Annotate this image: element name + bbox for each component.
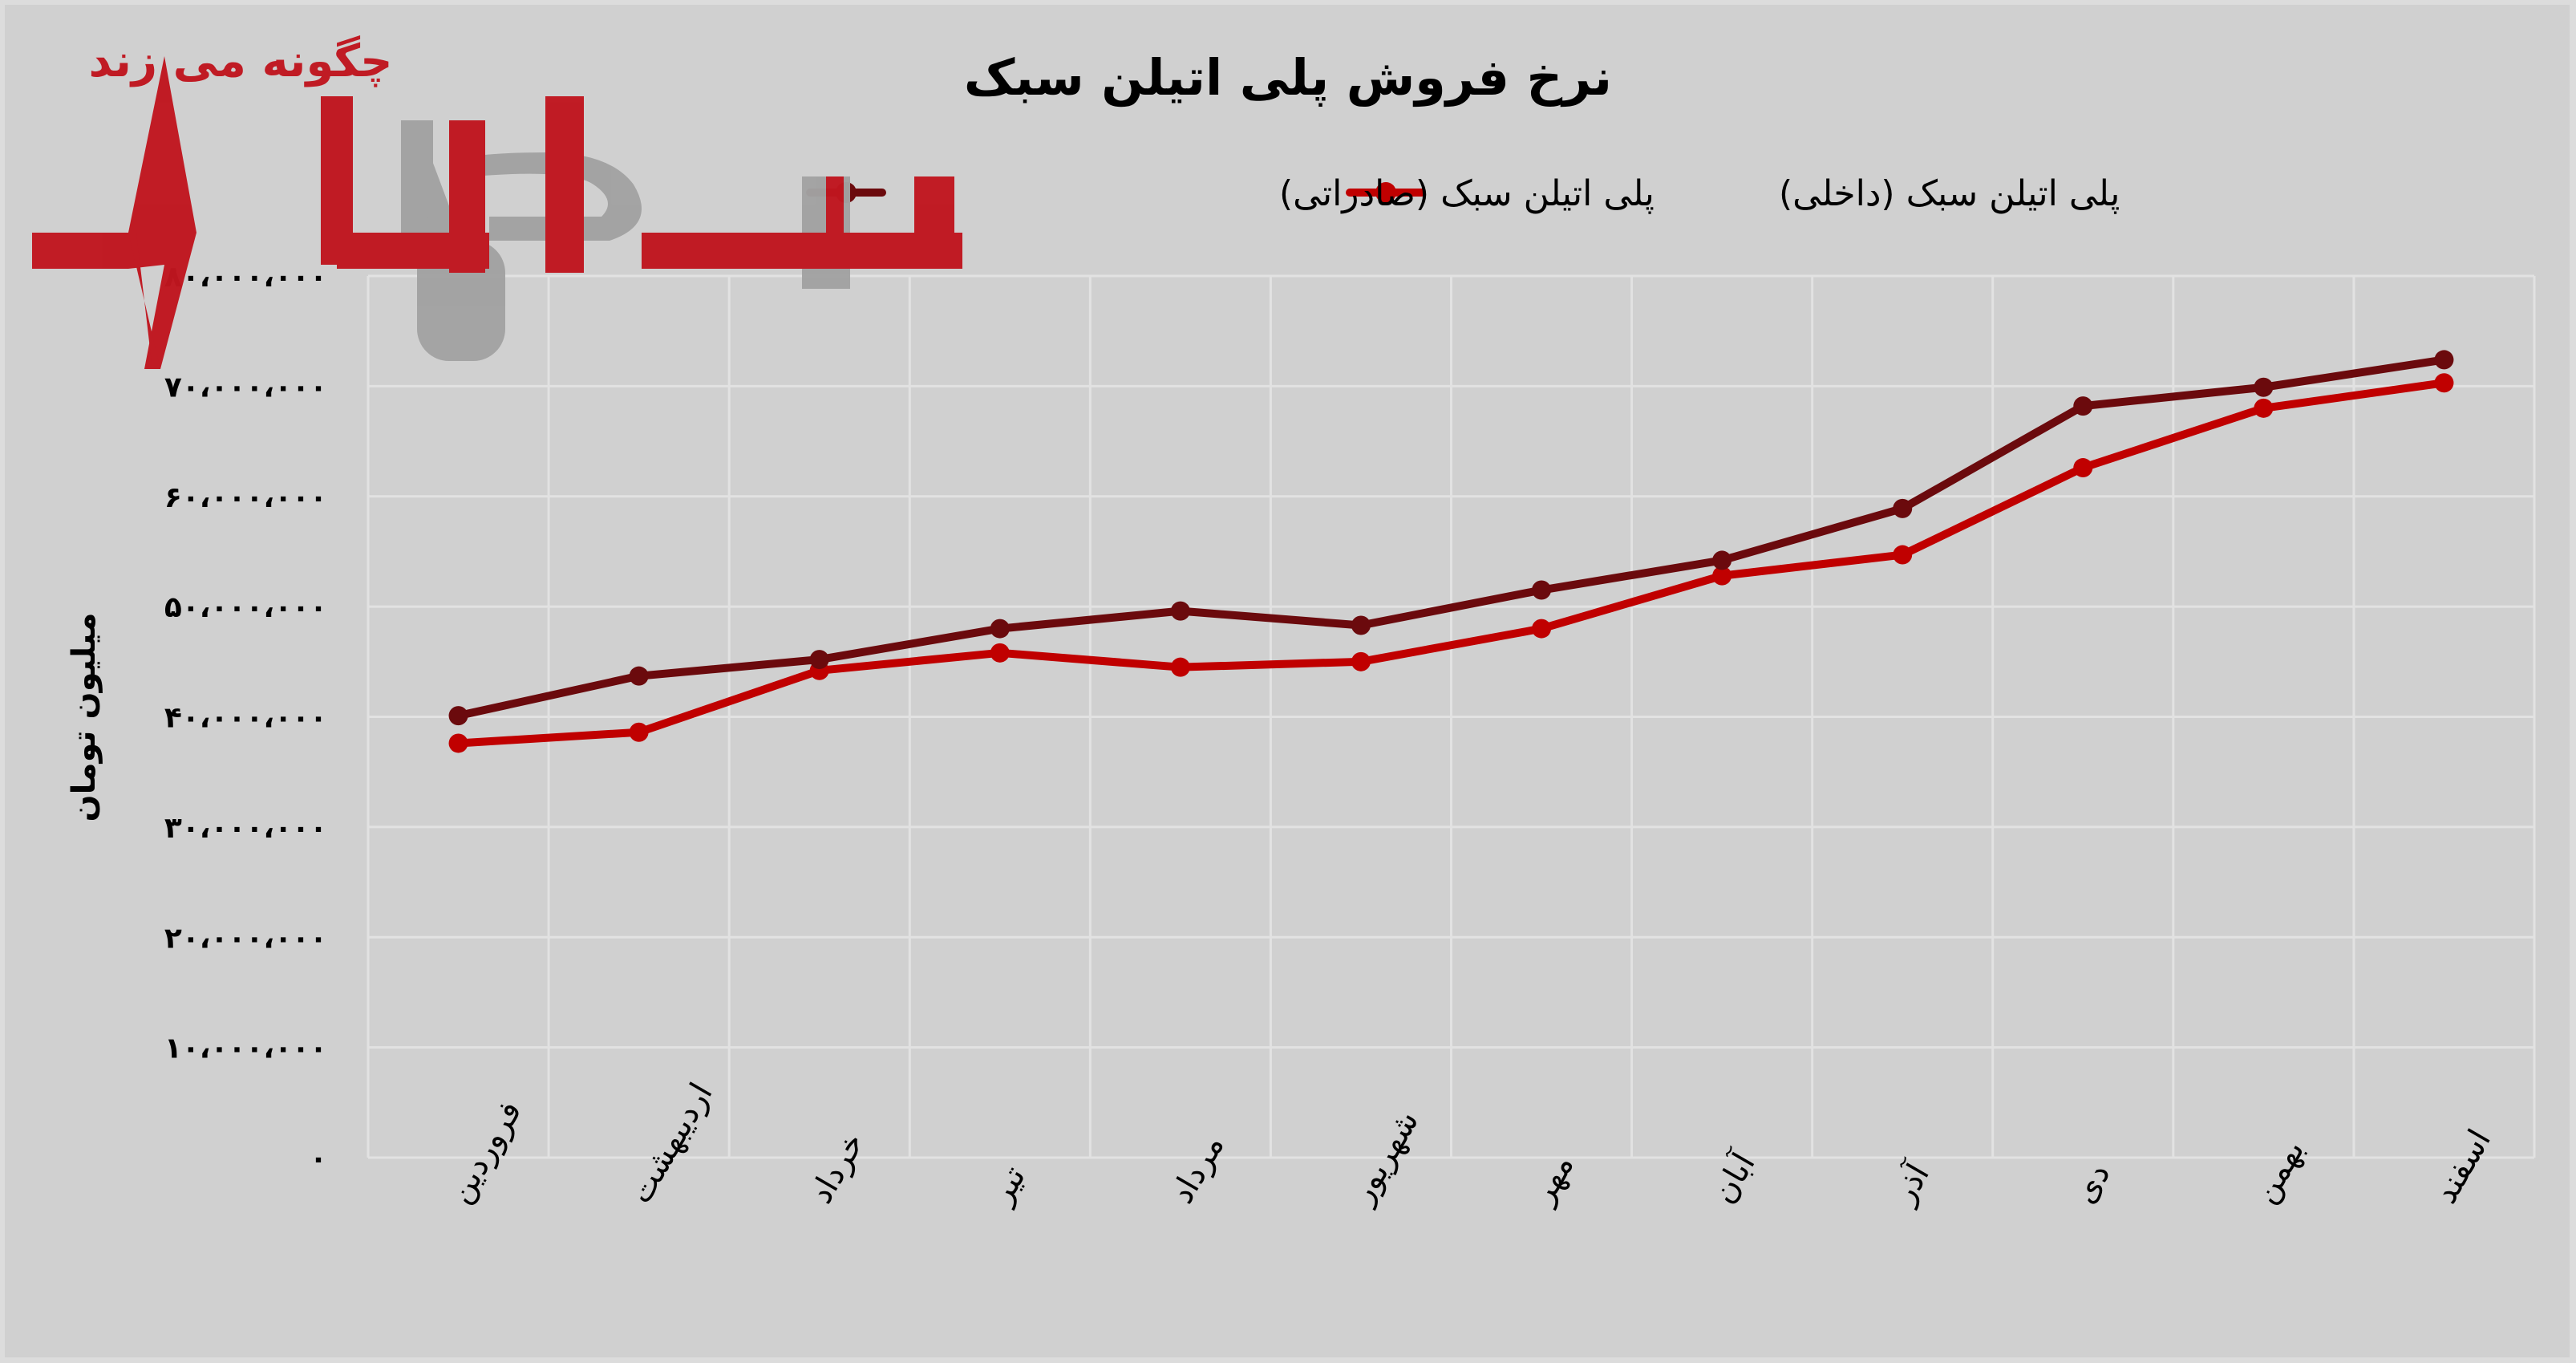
y-tick-label: ۱۰،۰۰۰،۰۰۰ <box>164 1032 327 1065</box>
logo-letter <box>545 96 584 273</box>
y-axis-ticks: ۰ ۱۰،۰۰۰،۰۰۰ ۲۰،۰۰۰،۰۰۰ ۳۰،۰۰۰،۰۰۰ ۴۰،۰۰۰،۰۰… <box>164 261 327 1175</box>
series-line <box>458 379 2445 748</box>
x-tick-label: فروردین <box>441 1094 529 1210</box>
data-point-marker[interactable] <box>1532 580 1552 600</box>
legend-item-domestic[interactable]: پلی اتیلن سبک (داخلی) <box>1346 173 2120 214</box>
y-tick-label: ۸۰،۰۰۰،۰۰۰ <box>164 261 327 294</box>
watermark-tagline: چگونه می زند <box>89 35 393 87</box>
x-tick-label: تیر <box>982 1160 1033 1211</box>
data-point-marker[interactable] <box>2434 373 2454 393</box>
y-tick-label: ۵۰،۰۰۰،۰۰۰ <box>164 591 327 624</box>
logo-letter <box>449 152 642 241</box>
x-tick-label: اردیبهشت <box>622 1077 719 1210</box>
data-point-marker[interactable] <box>1893 545 1913 565</box>
grid <box>367 274 2536 1159</box>
legend-item-export[interactable]: پلی اتیلن سبک (صادراتی) <box>806 173 1655 214</box>
x-tick-label: بهمن <box>2246 1134 2311 1210</box>
logo-letter <box>826 176 844 233</box>
y-tick-label: ۴۰،۰۰۰،۰۰۰ <box>164 702 327 735</box>
data-point-marker[interactable] <box>1170 657 1190 677</box>
x-tick-label: مرداد <box>1164 1129 1232 1210</box>
x-tick-label: آبان <box>1703 1145 1763 1210</box>
y-axis-title: میلیون تومان <box>66 613 103 822</box>
data-point-marker[interactable] <box>990 643 1010 663</box>
series-line <box>457 355 2445 720</box>
data-point-marker[interactable] <box>629 722 649 742</box>
x-axis-ticks: فروردین اردیبهشت خرداد تیر مرداد شهریور مهر آبا… <box>441 1077 2498 1211</box>
y-tick-label: ۲۰،۰۰۰،۰۰۰ <box>164 922 327 955</box>
legend-label-export: پلی اتیلن سبک (صادراتی) <box>1279 173 1655 214</box>
logo-letter <box>914 176 954 269</box>
data-point-marker[interactable] <box>990 619 1010 639</box>
legend: پلی اتیلن سبک (داخلی) پلی اتیلن سبک (صاد… <box>806 173 2120 214</box>
data-point-marker[interactable] <box>629 666 649 686</box>
data-point-marker[interactable] <box>1351 615 1371 635</box>
series <box>448 350 2454 753</box>
data-point-marker[interactable] <box>1532 619 1552 639</box>
logo-letter <box>642 233 962 269</box>
pulse-icon <box>32 56 196 369</box>
legend-label-domestic: پلی اتیلن سبک (داخلی) <box>1779 173 2120 214</box>
chart-title: نرخ فروش پلی اتیلن سبک <box>964 48 1612 107</box>
data-point-marker[interactable] <box>2073 458 2093 478</box>
data-point-marker[interactable] <box>2254 377 2274 397</box>
data-point-marker[interactable] <box>448 706 468 726</box>
data-point-marker[interactable] <box>448 733 468 753</box>
y-tick-label: ۳۰،۰۰۰،۰۰۰ <box>164 812 327 845</box>
logo-letter <box>337 233 489 269</box>
y-tick-label: ۷۰،۰۰۰،۰۰۰ <box>164 371 327 404</box>
watermark-logo: چگونه می زند <box>32 35 962 369</box>
data-point-marker[interactable] <box>2254 398 2274 418</box>
data-point-marker[interactable] <box>1712 550 1732 570</box>
x-tick-label: دی <box>2066 1157 2117 1210</box>
y-tick-label: ۰ <box>310 1142 327 1175</box>
data-point-marker[interactable] <box>809 650 829 670</box>
data-point-marker[interactable] <box>1712 566 1732 586</box>
data-point-marker[interactable] <box>2434 350 2454 370</box>
data-point-marker[interactable] <box>2073 396 2093 416</box>
data-point-marker[interactable] <box>1170 601 1190 621</box>
x-tick-label: آذر <box>1883 1156 1938 1211</box>
data-point-marker[interactable] <box>1893 498 1913 518</box>
y-tick-label: ۶۰،۰۰۰،۰۰۰ <box>164 481 327 514</box>
legend-marker-icon <box>1375 182 1396 203</box>
data-point-marker[interactable] <box>1351 651 1371 671</box>
x-tick-label: اسفند <box>2427 1123 2498 1210</box>
x-tick-label: خرداد <box>803 1126 873 1210</box>
